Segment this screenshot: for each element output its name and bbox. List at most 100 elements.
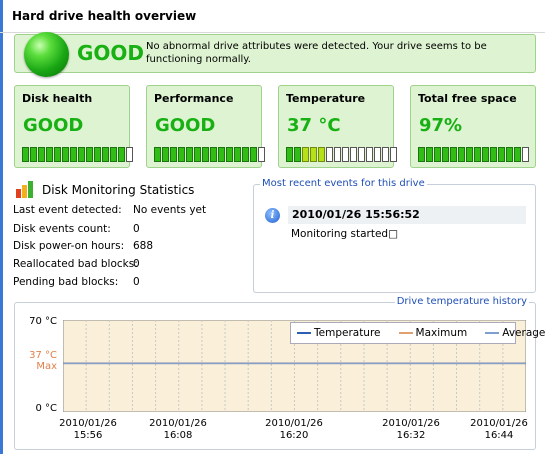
legend-swatch [398, 332, 413, 334]
health-summary-panel: GOOD No abnormal drive attributes were d… [14, 32, 536, 77]
meter-segment [366, 147, 373, 162]
disk-health-meter [22, 147, 133, 162]
x-axis-label: 2010/01/26 16:20 [259, 418, 329, 442]
meter-segment [118, 147, 125, 162]
meter-segment [94, 147, 101, 162]
meter-segment [418, 147, 425, 162]
x-label-date: 2010/01/26 [470, 418, 528, 429]
card-label: Performance [154, 92, 234, 105]
x-axis-label: 2010/01/26 15:56 [53, 418, 123, 442]
x-axis-label: 2010/01/26 16:32 [376, 418, 446, 442]
meter-segment [358, 147, 365, 162]
meter-segment [218, 147, 225, 162]
meter-segment [226, 147, 233, 162]
meter-segment [250, 147, 257, 162]
stat-value: No events yet [133, 204, 207, 216]
meter-segment [506, 147, 513, 162]
meter-segment [186, 147, 193, 162]
event-timestamp: 2010/01/26 15:56:52 [292, 208, 420, 221]
performance-meter [154, 147, 265, 162]
stat-label: Last event detected: [13, 204, 122, 216]
meter-segment [78, 147, 85, 162]
meter-segment [178, 147, 185, 162]
meter-segment [490, 147, 497, 162]
meter-segment [310, 147, 317, 162]
header: Hard drive health overview [0, 0, 545, 33]
events-title: Most recent events for this drive [260, 178, 427, 189]
meter-segment [46, 147, 53, 162]
y-axis-top-label: 70 °C [29, 316, 57, 327]
recent-events-panel: Most recent events for this drive i 2010… [253, 178, 536, 293]
meter-segment [258, 147, 265, 162]
meter-segment [242, 147, 249, 162]
meter-segment [86, 147, 93, 162]
meter-segment [382, 147, 389, 162]
meter-segment [302, 147, 309, 162]
legend-swatch [297, 332, 311, 334]
meter-segment [334, 147, 341, 162]
legend-swatch [485, 332, 500, 334]
card-free-space: Total free space 97% [410, 85, 536, 168]
y-axis-max-value: 37 °C [29, 350, 57, 361]
summary-message: No abnormal drive attributes were detect… [146, 41, 487, 65]
x-label-date: 2010/01/26 [265, 418, 323, 429]
meter-segment [210, 147, 217, 162]
meter-segment [194, 147, 201, 162]
meter-segment [498, 147, 505, 162]
meter-segment [54, 147, 61, 162]
card-value: GOOD [23, 115, 84, 136]
meter-segment [170, 147, 177, 162]
meter-segment [234, 147, 241, 162]
meter-segment [514, 147, 521, 162]
meter-segment [474, 147, 481, 162]
meter-segment [162, 147, 169, 162]
x-label-time: 16:20 [279, 430, 309, 441]
chart-grid [85, 320, 504, 412]
x-label-time: 16:44 [484, 430, 514, 441]
meter-segment [426, 147, 433, 162]
meter-segment [522, 147, 529, 162]
y-axis-bottom-label: 0 °C [35, 403, 57, 414]
legend-label: Average [502, 327, 545, 339]
meter-segment [450, 147, 457, 162]
meter-segment [154, 147, 161, 162]
meter-segment [442, 147, 449, 162]
meter-segment [202, 147, 209, 162]
stat-label: Pending bad blocks: [13, 276, 119, 288]
page-title: Hard drive health overview [12, 9, 197, 23]
card-label: Temperature [286, 92, 366, 105]
stat-value: 0 [133, 258, 140, 270]
meter-segment [126, 147, 133, 162]
card-value: GOOD [155, 115, 216, 136]
chart-legend: Temperature Maximum Average [290, 322, 545, 344]
stat-value: 0 [133, 276, 140, 288]
bar-chart-icon [16, 181, 33, 198]
meter-segment [342, 147, 349, 162]
stat-label: Disk power-on hours: [13, 240, 125, 252]
card-temperature: Temperature 37 °C [278, 85, 397, 168]
x-label-date: 2010/01/26 [149, 418, 207, 429]
meter-segment [70, 147, 77, 162]
meter-segment [466, 147, 473, 162]
temperature-meter [286, 147, 397, 162]
event-item[interactable]: 2010/01/26 15:56:52 [288, 206, 526, 224]
meter-segment [374, 147, 381, 162]
meter-segment [434, 147, 441, 162]
card-disk-health: Disk health GOOD [14, 85, 133, 168]
meter-segment [22, 147, 29, 162]
x-label-date: 2010/01/26 [382, 418, 440, 429]
info-icon: i [265, 208, 280, 223]
y-axis-max-label: Max [36, 361, 57, 372]
stat-label: Disk events count: [13, 223, 111, 235]
left-accent-bar [0, 0, 3, 454]
meter-segment [38, 147, 45, 162]
event-text: Monitoring started□ [291, 228, 398, 240]
meter-segment [286, 147, 293, 162]
legend-label: Temperature [314, 327, 381, 339]
card-value: 97% [419, 115, 463, 136]
x-axis-label: 2010/01/26 16:44 [464, 418, 534, 442]
x-label-time: 16:08 [163, 430, 193, 441]
meter-segment [102, 147, 109, 162]
card-label: Total free space [418, 92, 517, 105]
free-space-meter [418, 147, 529, 162]
